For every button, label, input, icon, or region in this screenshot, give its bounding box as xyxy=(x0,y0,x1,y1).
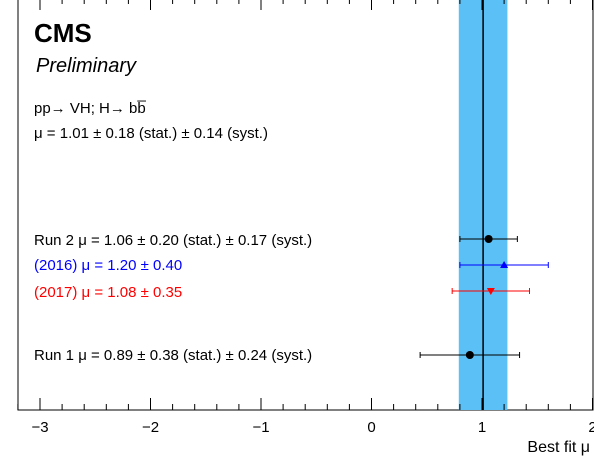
x-tick-label: −1 xyxy=(252,419,269,436)
marker-triangle-down xyxy=(486,288,495,295)
data-points-layer xyxy=(419,235,549,359)
marker-circle xyxy=(484,235,493,243)
y2017-label: (2017) μ = 1.08 ± 0.35 xyxy=(34,284,182,301)
x-axis-ticks: −3 −2 −1 0 1 2 xyxy=(17,0,594,436)
x-tick-label: 0 xyxy=(367,419,375,436)
run2-label: Run 2 μ = 1.06 ± 0.20 (stat.) ± 0.17 (sy… xyxy=(34,232,312,249)
data-point-1 xyxy=(459,261,549,268)
marker-triangle-up xyxy=(500,261,509,268)
uncertainty-band-layer xyxy=(458,0,508,410)
y2016-label: (2016) μ = 1.20 ± 0.40 xyxy=(34,257,182,274)
experiment-label: CMS xyxy=(34,18,92,48)
x-tick-label: −3 xyxy=(31,419,48,436)
data-point-3 xyxy=(419,351,521,359)
combined-result-label: μ = 1.01 ± 0.18 (stat.) ± 0.14 (syst.) xyxy=(34,125,268,142)
x-tick-label: 1 xyxy=(478,419,486,436)
process-label: pp→ VH; H→ bb̅ xyxy=(34,100,147,117)
status-label: Preliminary xyxy=(36,55,137,77)
x-tick-label: −2 xyxy=(142,419,159,436)
x-tick-label: 2 xyxy=(588,419,594,436)
x-axis-title: Best fit μ xyxy=(527,439,590,456)
run1-label: Run 1 μ = 0.89 ± 0.38 (stat.) ± 0.24 (sy… xyxy=(34,347,312,364)
data-point-2 xyxy=(451,288,531,295)
marker-circle xyxy=(465,351,474,359)
data-point-0 xyxy=(459,235,518,243)
